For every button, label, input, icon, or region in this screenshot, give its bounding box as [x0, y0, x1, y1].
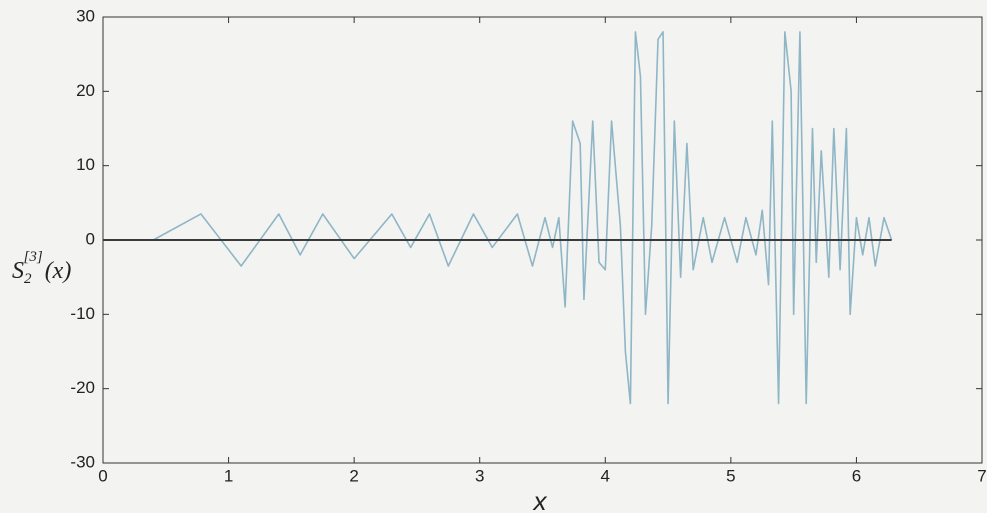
x-tick-label: 2: [349, 466, 358, 485]
x-tick-label: 6: [852, 466, 861, 485]
series-line: [103, 31, 893, 405]
x-tick-label: 0: [98, 466, 107, 485]
y-tick-label: 0: [86, 229, 95, 248]
y-tick-label: 20: [76, 81, 95, 100]
x-tick-label: 3: [475, 466, 484, 485]
y-tick-label: -10: [70, 304, 95, 323]
y-tick-label: -30: [70, 452, 95, 471]
x-tick-label: 7: [977, 466, 986, 485]
y-tick-label: -20: [70, 378, 95, 397]
x-tick-label: 5: [726, 466, 735, 485]
x-tick-label: 4: [601, 466, 610, 485]
x-axis-label: x: [532, 486, 548, 513]
y-axis-label: S2[3](x): [12, 249, 71, 287]
y-tick-label: 30: [76, 6, 95, 25]
x-tick-label: 1: [224, 466, 233, 485]
y-tick-label: 10: [76, 155, 95, 174]
